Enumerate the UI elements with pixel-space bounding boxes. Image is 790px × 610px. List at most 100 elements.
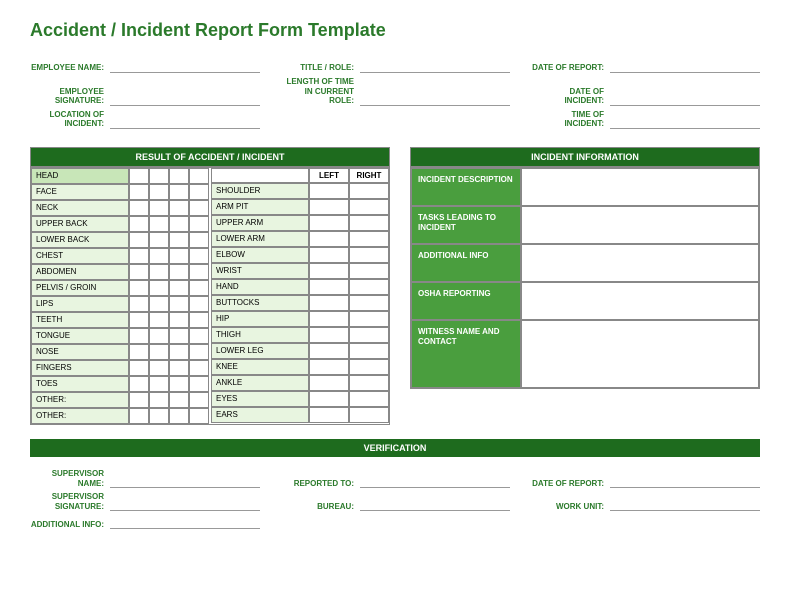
body-check[interactable] [149, 328, 169, 344]
body-check[interactable] [129, 184, 149, 200]
body-check[interactable] [309, 279, 349, 295]
body-check[interactable] [149, 264, 169, 280]
body-check[interactable] [309, 183, 349, 199]
body-check[interactable] [189, 344, 209, 360]
body-check[interactable] [169, 280, 189, 296]
body-check[interactable] [189, 376, 209, 392]
body-check[interactable] [309, 391, 349, 407]
body-check[interactable] [149, 344, 169, 360]
input-supervisor-name[interactable] [110, 474, 260, 488]
body-check[interactable] [169, 296, 189, 312]
body-check[interactable] [349, 311, 389, 327]
body-check[interactable] [169, 184, 189, 200]
body-check[interactable] [149, 232, 169, 248]
body-check[interactable] [349, 247, 389, 263]
input-employee-sig[interactable] [110, 92, 260, 106]
body-check[interactable] [129, 232, 149, 248]
body-check[interactable] [149, 216, 169, 232]
body-check[interactable] [309, 407, 349, 423]
body-check[interactable] [349, 231, 389, 247]
input-work-unit[interactable] [610, 497, 760, 511]
body-check[interactable] [129, 248, 149, 264]
body-check[interactable] [189, 312, 209, 328]
body-check[interactable] [129, 376, 149, 392]
input-bureau[interactable] [360, 497, 510, 511]
body-check[interactable] [349, 407, 389, 423]
body-check[interactable] [169, 168, 189, 184]
body-check[interactable] [309, 231, 349, 247]
input-supervisor-sig[interactable] [110, 497, 260, 511]
input-reported-to[interactable] [360, 474, 510, 488]
body-check[interactable] [189, 184, 209, 200]
body-check[interactable] [309, 311, 349, 327]
body-check[interactable] [309, 199, 349, 215]
input-location[interactable] [110, 115, 260, 129]
incident-input[interactable] [521, 244, 759, 282]
body-check[interactable] [309, 327, 349, 343]
body-check[interactable] [349, 183, 389, 199]
body-check[interactable] [189, 392, 209, 408]
body-check[interactable] [309, 375, 349, 391]
body-check[interactable] [349, 359, 389, 375]
body-check[interactable] [349, 343, 389, 359]
body-check[interactable] [149, 392, 169, 408]
incident-input[interactable] [521, 320, 759, 388]
body-check[interactable] [309, 359, 349, 375]
body-check[interactable] [129, 392, 149, 408]
body-check[interactable] [129, 280, 149, 296]
body-check[interactable] [189, 264, 209, 280]
body-check[interactable] [129, 168, 149, 184]
incident-input[interactable] [521, 206, 759, 244]
body-check[interactable] [129, 344, 149, 360]
body-check[interactable] [349, 199, 389, 215]
body-check[interactable] [129, 328, 149, 344]
input-additional-info[interactable] [110, 515, 260, 529]
body-check[interactable] [349, 215, 389, 231]
body-check[interactable] [169, 312, 189, 328]
body-check[interactable] [129, 264, 149, 280]
incident-input[interactable] [521, 282, 759, 320]
body-check[interactable] [309, 343, 349, 359]
body-check[interactable] [129, 216, 149, 232]
body-check[interactable] [169, 392, 189, 408]
body-check[interactable] [169, 248, 189, 264]
input-title-role[interactable] [360, 59, 510, 73]
body-check[interactable] [169, 216, 189, 232]
body-check[interactable] [309, 215, 349, 231]
body-check[interactable] [149, 312, 169, 328]
body-check[interactable] [149, 360, 169, 376]
body-check[interactable] [189, 408, 209, 424]
body-check[interactable] [189, 360, 209, 376]
body-check[interactable] [129, 296, 149, 312]
body-check[interactable] [149, 280, 169, 296]
input-date-report[interactable] [610, 59, 760, 73]
input-time-incident[interactable] [610, 115, 760, 129]
body-check[interactable] [169, 264, 189, 280]
body-check[interactable] [149, 184, 169, 200]
body-check[interactable] [189, 168, 209, 184]
body-check[interactable] [149, 168, 169, 184]
body-check[interactable] [189, 200, 209, 216]
body-check[interactable] [169, 200, 189, 216]
input-verif-date[interactable] [610, 474, 760, 488]
body-check[interactable] [169, 360, 189, 376]
body-check[interactable] [349, 279, 389, 295]
body-check[interactable] [189, 280, 209, 296]
body-check[interactable] [189, 328, 209, 344]
body-check[interactable] [149, 296, 169, 312]
body-check[interactable] [129, 312, 149, 328]
body-check[interactable] [349, 391, 389, 407]
body-check[interactable] [149, 200, 169, 216]
body-check[interactable] [129, 200, 149, 216]
input-date-incident[interactable] [610, 92, 760, 106]
incident-input[interactable] [521, 168, 759, 206]
body-check[interactable] [149, 248, 169, 264]
input-length-time[interactable] [360, 92, 510, 106]
body-check[interactable] [189, 232, 209, 248]
body-check[interactable] [149, 376, 169, 392]
body-check[interactable] [349, 263, 389, 279]
body-check[interactable] [349, 375, 389, 391]
body-check[interactable] [169, 344, 189, 360]
body-check[interactable] [129, 360, 149, 376]
body-check[interactable] [309, 247, 349, 263]
